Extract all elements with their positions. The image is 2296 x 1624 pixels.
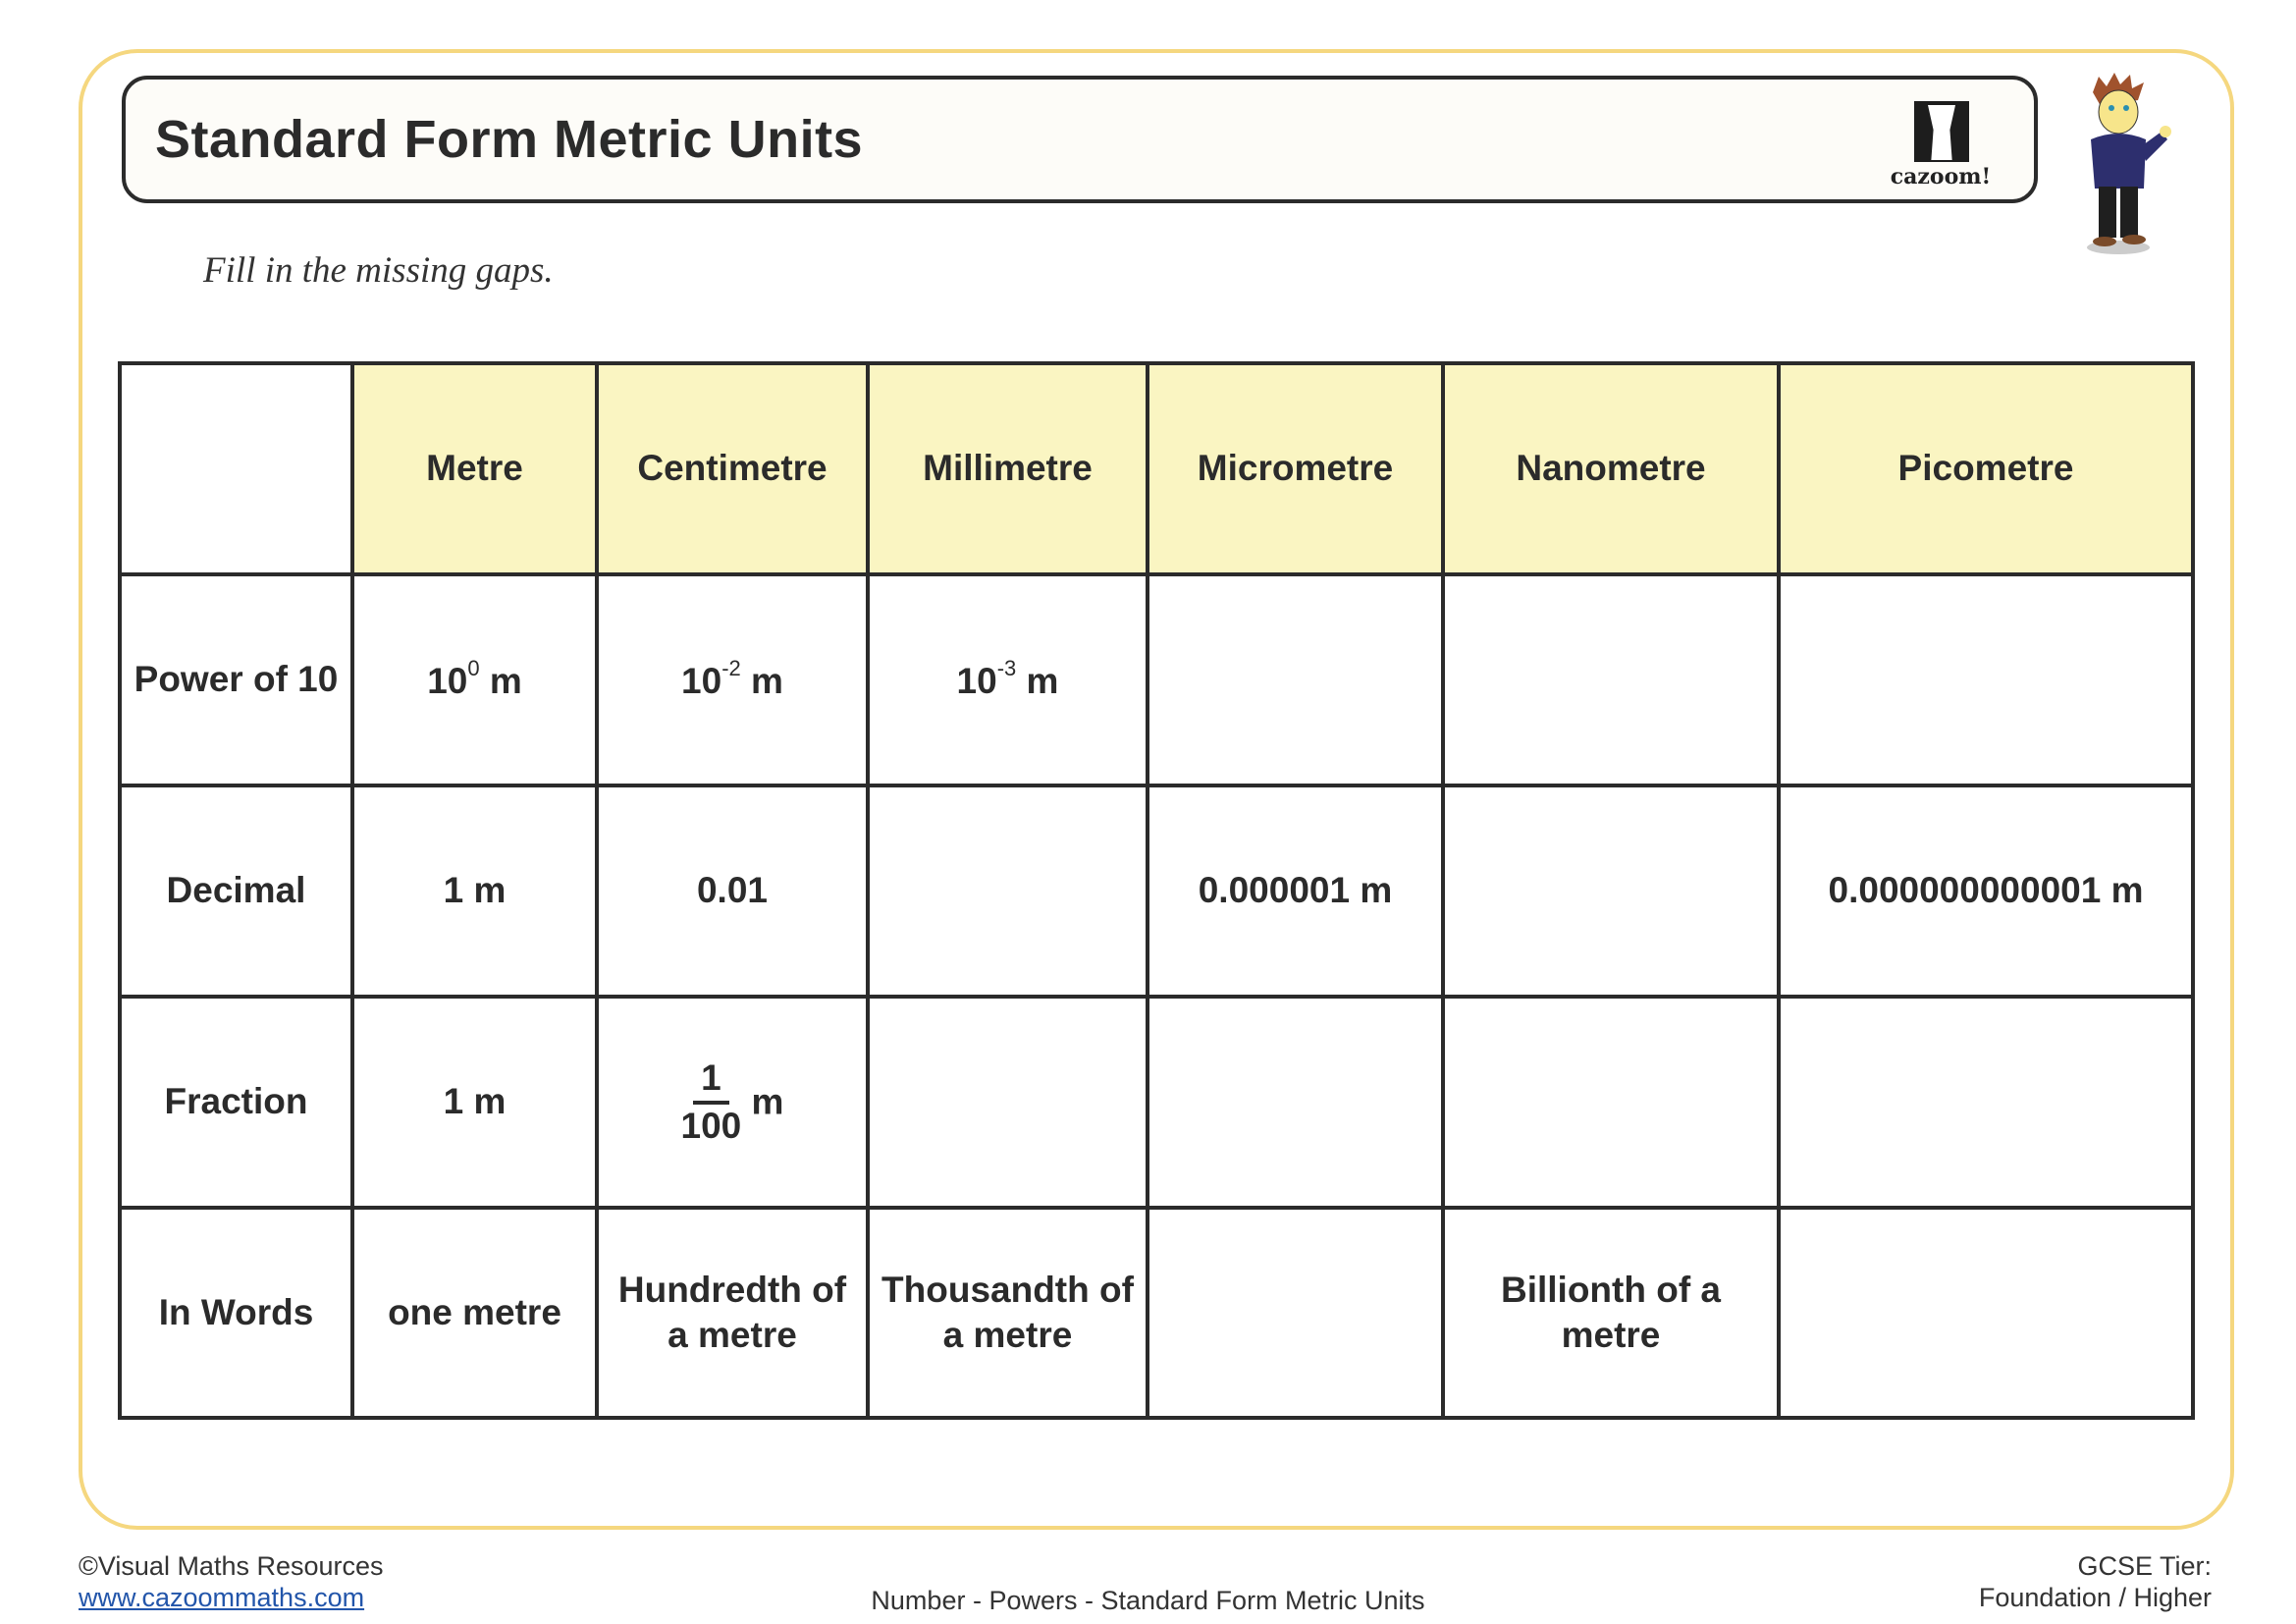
blank-answer-cell[interactable] xyxy=(1146,1206,1445,1420)
cell-words-nanometre: Billionth of a metre xyxy=(1441,1206,1781,1420)
cell-fraction-metre: 1 m xyxy=(350,995,599,1210)
blank-answer-cell[interactable] xyxy=(1777,995,2195,1210)
copyright: ©Visual Maths Resources xyxy=(79,1551,384,1581)
website-link[interactable]: www.cazoommaths.com xyxy=(79,1583,365,1612)
header-nanometre: Nanometre xyxy=(1441,361,1781,576)
metric-units-table: Metre Centimetre Millimetre Micrometre N… xyxy=(118,361,2195,1420)
cell-words-millimetre: Thousandth of a metre xyxy=(866,1206,1149,1420)
table-row-power-of-10: Power of 10 100 m 10-2 m 10-3 m xyxy=(118,572,2195,787)
row-label: Power of 10 xyxy=(118,572,354,787)
corner-cell xyxy=(118,361,354,576)
row-label: Decimal xyxy=(118,784,354,999)
cell-decimal-metre: 1 m xyxy=(350,784,599,999)
table-row-fraction: Fraction 1 m 1 100 m xyxy=(118,995,2195,1210)
tier-value: Foundation / Higher xyxy=(1978,1583,2212,1612)
cell-words-metre: one metre xyxy=(350,1206,599,1420)
cell-decimal-micrometre: 0.000001 m xyxy=(1146,784,1445,999)
row-label: In Words xyxy=(118,1206,354,1420)
tier-label: GCSE Tier: xyxy=(2077,1551,2212,1581)
blank-answer-cell[interactable] xyxy=(1777,1206,2195,1420)
blank-answer-cell[interactable] xyxy=(866,995,1149,1210)
cell-words-centimetre: Hundredth of a metre xyxy=(595,1206,870,1420)
cazoom-logo: cazoom! xyxy=(1887,91,1995,189)
blank-answer-cell[interactable] xyxy=(866,784,1149,999)
blank-answer-cell[interactable] xyxy=(1777,572,2195,787)
blank-answer-cell[interactable] xyxy=(1441,784,1781,999)
cell-power-metre: 100 m xyxy=(350,572,599,787)
blank-answer-cell[interactable] xyxy=(1441,995,1781,1210)
cell-decimal-picometre: 0.000000000001 m xyxy=(1777,784,2195,999)
mascot-boy-illustration xyxy=(2087,73,2171,254)
header-metre: Metre xyxy=(350,361,599,576)
header-row: Metre Centimetre Millimetre Micrometre N… xyxy=(118,361,2195,576)
cell-power-millimetre: 10-3 m xyxy=(866,572,1149,787)
blank-answer-cell[interactable] xyxy=(1441,572,1781,787)
header-centimetre: Centimetre xyxy=(595,361,870,576)
instruction-text: Fill in the missing gaps. xyxy=(203,250,554,291)
header-micrometre: Micrometre xyxy=(1146,361,1445,576)
header-picometre: Picometre xyxy=(1777,361,2195,576)
logo-text: cazoom! xyxy=(1890,164,1992,189)
cell-power-centimetre: 10-2 m xyxy=(595,572,870,787)
cell-fraction-centimetre: 1 100 m xyxy=(595,995,870,1210)
blank-answer-cell[interactable] xyxy=(1146,572,1445,787)
table-row-in-words: In Words one metre Hundredth of a metre … xyxy=(118,1206,2195,1420)
row-label: Fraction xyxy=(118,995,354,1210)
table-row-decimal: Decimal 1 m 0.01 0.000001 m 0.0000000000… xyxy=(118,784,2195,999)
page-frame xyxy=(79,49,2234,1530)
page-title: Standard Form Metric Units xyxy=(155,110,864,169)
header-millimetre: Millimetre xyxy=(866,361,1149,576)
fraction: 1 100 xyxy=(680,1057,742,1146)
title-box: Standard Form Metric Units cazoom! xyxy=(122,76,2038,203)
topic-label: Number - Powers - Standard Form Metric U… xyxy=(871,1586,1425,1615)
blank-answer-cell[interactable] xyxy=(1146,995,1445,1210)
cell-decimal-centimetre: 0.01 xyxy=(595,784,870,999)
